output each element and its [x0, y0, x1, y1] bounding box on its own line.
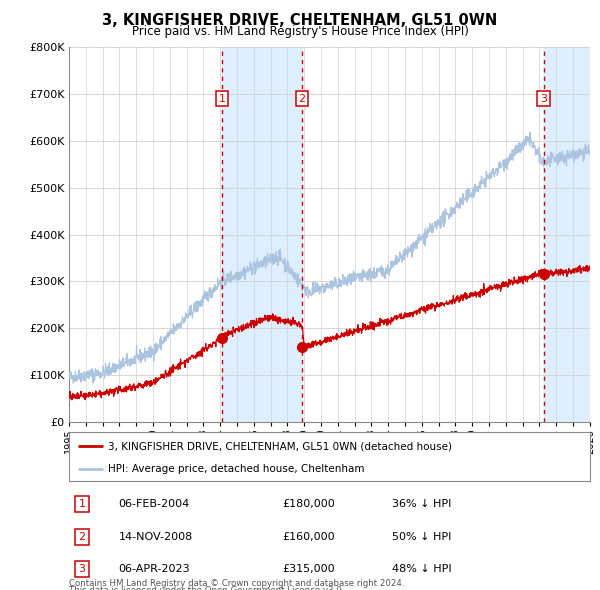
- Text: 3, KINGFISHER DRIVE, CHELTENHAM, GL51 0WN (detached house): 3, KINGFISHER DRIVE, CHELTENHAM, GL51 0W…: [108, 441, 452, 451]
- Text: 1: 1: [218, 94, 226, 104]
- Text: 14-NOV-2008: 14-NOV-2008: [118, 532, 193, 542]
- Text: 3: 3: [79, 564, 86, 574]
- Bar: [222, 47, 302, 422]
- Text: Contains HM Land Registry data © Crown copyright and database right 2024.: Contains HM Land Registry data © Crown c…: [69, 579, 404, 588]
- Text: 36% ↓ HPI: 36% ↓ HPI: [392, 499, 451, 509]
- Text: 50% ↓ HPI: 50% ↓ HPI: [392, 532, 451, 542]
- Text: £315,000: £315,000: [283, 564, 335, 574]
- Text: £160,000: £160,000: [283, 532, 335, 542]
- Text: 06-APR-2023: 06-APR-2023: [118, 564, 190, 574]
- Bar: [544, 47, 590, 422]
- Text: 06-FEB-2004: 06-FEB-2004: [118, 499, 190, 509]
- Text: 48% ↓ HPI: 48% ↓ HPI: [392, 564, 452, 574]
- Text: 3, KINGFISHER DRIVE, CHELTENHAM, GL51 0WN: 3, KINGFISHER DRIVE, CHELTENHAM, GL51 0W…: [103, 13, 497, 28]
- Text: HPI: Average price, detached house, Cheltenham: HPI: Average price, detached house, Chel…: [108, 464, 365, 474]
- Text: 2: 2: [298, 94, 305, 104]
- Text: £180,000: £180,000: [283, 499, 335, 509]
- Bar: [544, 47, 590, 422]
- Text: 2: 2: [79, 532, 86, 542]
- Text: 1: 1: [79, 499, 86, 509]
- Text: 3: 3: [540, 94, 547, 104]
- Text: This data is licensed under the Open Government Licence v3.0.: This data is licensed under the Open Gov…: [69, 586, 344, 590]
- Text: Price paid vs. HM Land Registry's House Price Index (HPI): Price paid vs. HM Land Registry's House …: [131, 25, 469, 38]
